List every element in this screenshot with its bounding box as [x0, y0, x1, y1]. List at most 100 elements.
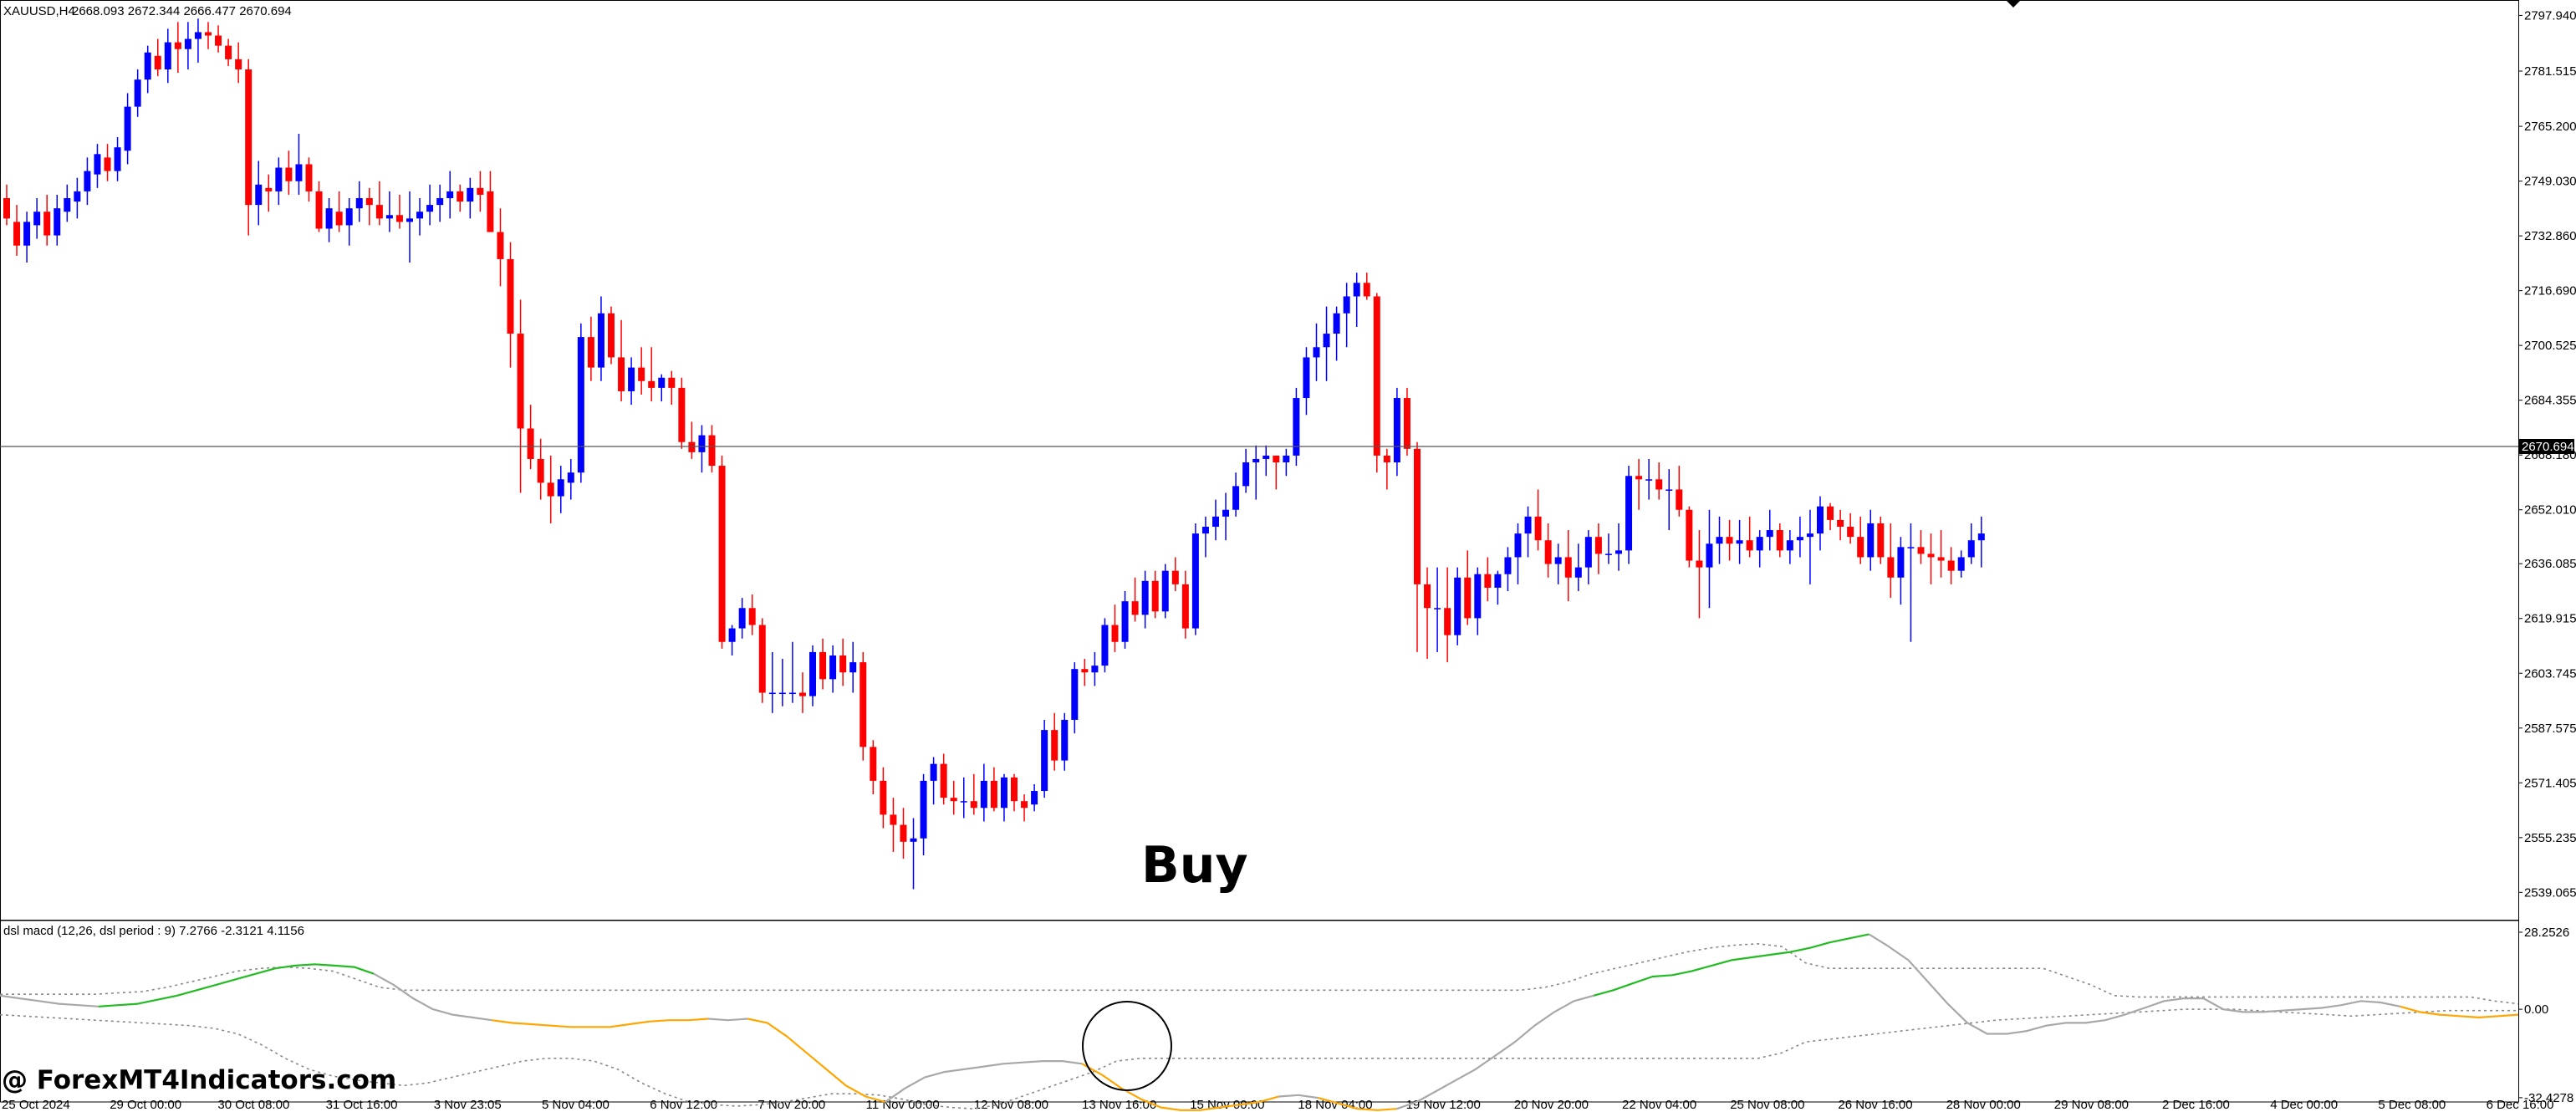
candle-bear — [1544, 540, 1552, 564]
candle-bear — [638, 367, 645, 381]
candle-bear — [517, 334, 524, 429]
candle-bull — [1645, 479, 1653, 481]
main-price-pane[interactable]: 2797.940 2781.515 2765.200 2749.030 2732.860… — [0, 0, 2576, 921]
candle-bear — [13, 222, 21, 246]
buy-signal-circle — [1082, 1001, 1172, 1091]
candle-bear — [315, 191, 323, 229]
candle-bear — [990, 780, 997, 808]
y-tick-label: 2539.065 — [2524, 885, 2576, 900]
candle-bull — [1766, 530, 1773, 538]
candle-bull — [1222, 509, 1230, 517]
candle-bull — [345, 208, 353, 226]
candle-bull — [275, 167, 283, 191]
candle-bull — [1252, 458, 1260, 463]
chart-shift-marker-icon[interactable] — [2007, 1, 2020, 8]
candle-bear — [235, 59, 242, 70]
candle-bear — [1635, 476, 1643, 480]
candle-bull — [426, 205, 434, 212]
candle-bull — [1232, 486, 1240, 510]
candle-bear — [1464, 577, 1472, 619]
candle-bull — [980, 780, 987, 808]
candle-bull — [1071, 669, 1079, 720]
candle-bull — [295, 164, 303, 181]
y-tick-label: 2636.085 — [2524, 557, 2576, 571]
buy-label: Buy — [1141, 836, 1248, 895]
macd-line-segment-down — [1318, 1097, 1397, 1111]
current-price-tag — [2519, 439, 2574, 455]
candle-bear — [839, 655, 847, 673]
macd-indicator-pane[interactable]: 25 Oct 2024 29 Oct 00:00 30 Oct 08:00 31 Oc… — [0, 920, 2573, 1112]
candle-bull — [597, 313, 604, 368]
y-tick-label: 2555.235 — [2524, 831, 2576, 845]
candle-bull — [64, 197, 71, 212]
candle-bear — [1947, 560, 1955, 571]
candle-bull — [194, 32, 201, 39]
x-tick-label: 22 Nov 04:00 — [1622, 1098, 1696, 1112]
candle-bear — [688, 441, 696, 452]
candle-bull — [1242, 462, 1250, 487]
candle-bull — [930, 763, 937, 781]
x-tick-label: 5 Dec 08:00 — [2378, 1098, 2446, 1112]
candle-bear — [205, 32, 212, 36]
candle-bear — [1151, 580, 1159, 612]
y-tick-label: 2732.860 — [2524, 229, 2576, 243]
candle-bear — [618, 357, 625, 391]
y-tick-label: 2700.525 — [2524, 339, 2576, 353]
candle-bear — [305, 164, 313, 191]
y-tick-label: 2749.030 — [2524, 175, 2576, 189]
candle-bull — [698, 435, 706, 452]
indicator-y-tick-label: 28.2526 — [2524, 926, 2569, 940]
candle-bull — [33, 212, 41, 226]
candle-bear — [648, 380, 655, 388]
candle-bear — [1837, 519, 1844, 528]
candle-bull — [1323, 334, 1330, 348]
candle-bull — [1201, 527, 1209, 534]
candle-bear — [527, 428, 534, 459]
candle-bull — [467, 187, 474, 202]
candle-bull — [809, 651, 816, 696]
candle-bear — [43, 212, 51, 236]
candle-bull — [1262, 455, 1270, 459]
x-tick-label: 2 Dec 16:00 — [2162, 1098, 2230, 1112]
candle-bull — [1977, 533, 1985, 541]
candle-bear — [1131, 601, 1139, 615]
candle-bull — [1867, 523, 1875, 558]
x-tick-label: 12 Nov 08:00 — [974, 1098, 1048, 1112]
macd-line-segment-neutral — [708, 1018, 748, 1022]
candle-bull — [1574, 567, 1582, 578]
candle-bear — [285, 167, 293, 181]
candle-bull — [829, 655, 837, 680]
candle-bear — [608, 313, 615, 358]
candle-bear — [487, 191, 494, 232]
candle-bear — [245, 69, 252, 206]
candle-bull — [768, 692, 776, 695]
candle-bear — [940, 763, 947, 798]
candle-bear — [1171, 570, 1179, 584]
candle-bull — [1343, 296, 1350, 314]
candle-bear — [174, 42, 181, 49]
candle-bear — [1484, 574, 1492, 588]
y-tick-label: 2781.515 — [2524, 64, 2576, 79]
y-tick-label: 2684.355 — [2524, 394, 2576, 408]
macd-line-segment-up — [1593, 933, 1870, 997]
macd-line-segment-down — [1081, 1063, 1279, 1111]
x-tick-label: 3 Nov 23:05 — [434, 1098, 502, 1112]
candle-bull — [628, 367, 635, 391]
x-tick-label: 29 Oct 00:00 — [110, 1098, 181, 1112]
candle-bear — [1383, 455, 1390, 463]
candle-bear — [1594, 537, 1602, 554]
candle-bull — [184, 38, 191, 49]
macd-line-segment-neutral — [0, 994, 99, 1007]
x-tick-label: 25 Nov 08:00 — [1730, 1098, 1804, 1112]
candle-bull — [567, 472, 574, 483]
candle-bear — [1181, 584, 1189, 629]
x-tick-label: 7 Nov 20:00 — [757, 1098, 825, 1112]
x-tick-label: 6 Dec 16:00 — [2487, 1098, 2554, 1112]
candle-bear — [1655, 479, 1663, 490]
candle-bull — [1897, 547, 1905, 578]
candle-bear — [587, 337, 594, 368]
candle-bear — [1403, 398, 1410, 449]
candle-bull — [738, 608, 746, 629]
candle-bull — [1353, 283, 1360, 297]
